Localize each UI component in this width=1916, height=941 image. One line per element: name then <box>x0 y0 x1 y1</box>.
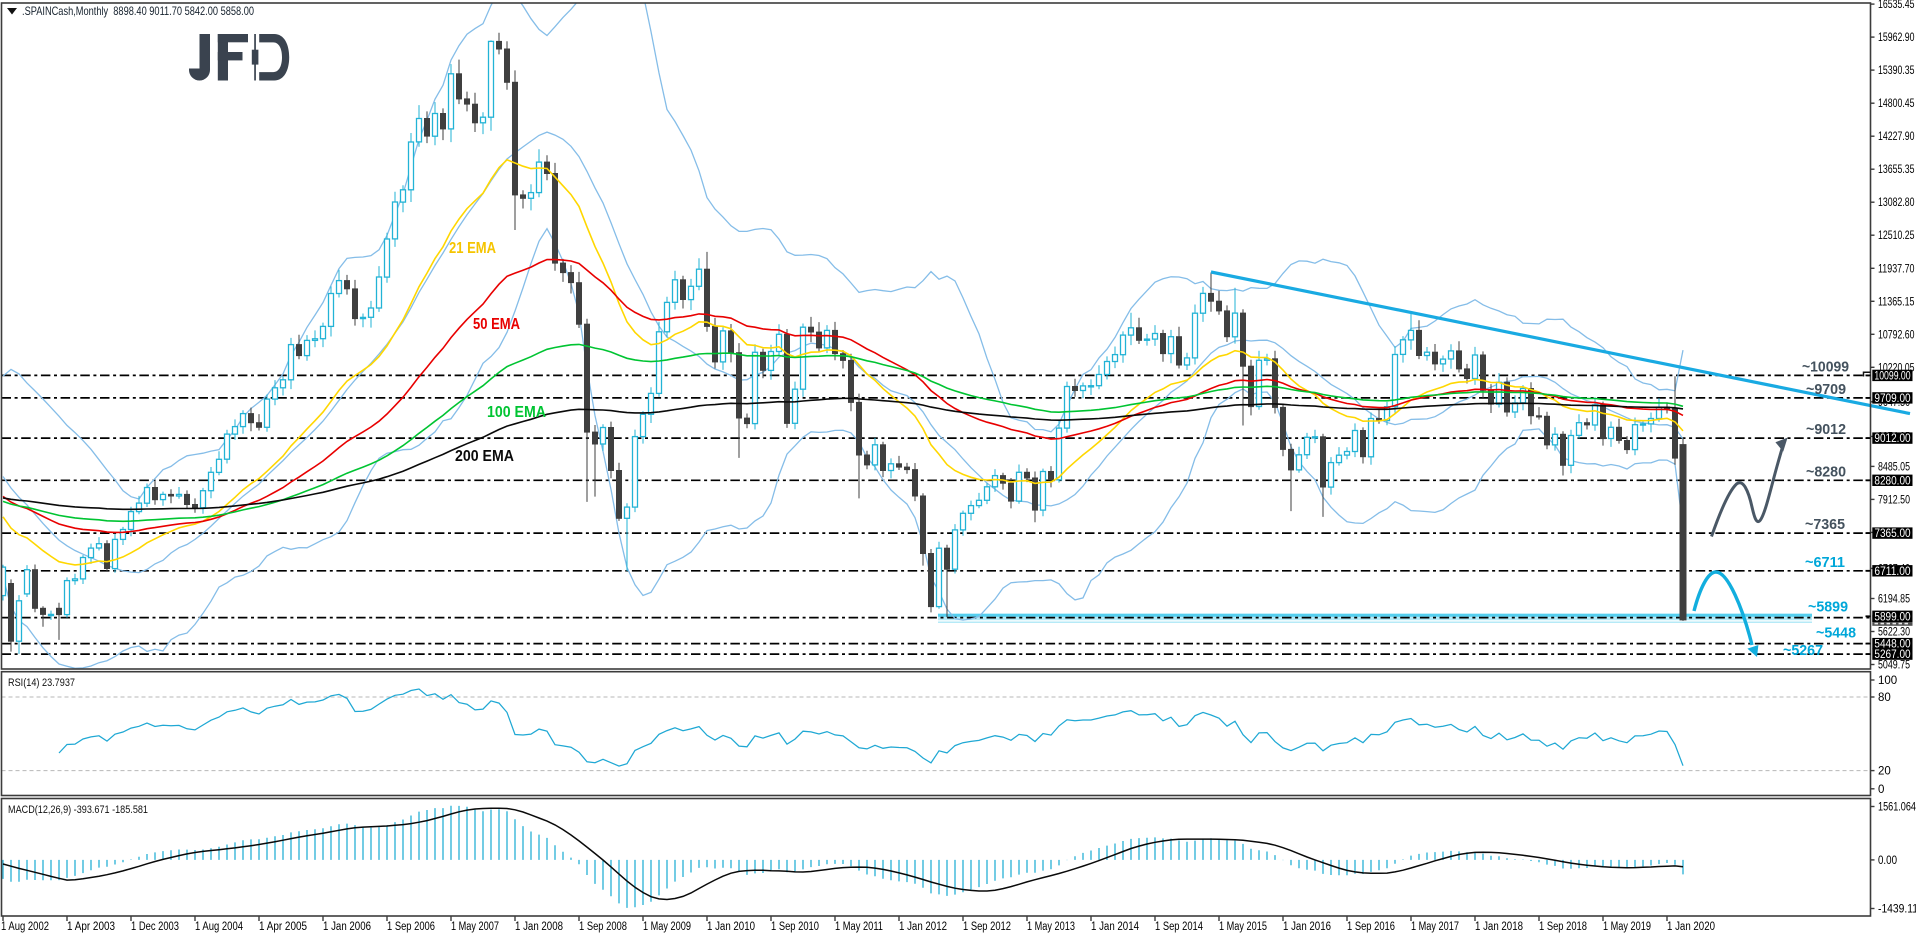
svg-text:1 Jan 2018: 1 Jan 2018 <box>1475 921 1523 933</box>
svg-text:~8280: ~8280 <box>1806 463 1846 480</box>
svg-text:12510.25: 12510.25 <box>1878 230 1915 242</box>
svg-text:-1439.11: -1439.11 <box>1878 904 1916 916</box>
svg-text:~9709: ~9709 <box>1806 381 1846 398</box>
svg-text:5448.00: 5448.00 <box>1874 639 1910 651</box>
svg-text:1 Aug 2004: 1 Aug 2004 <box>195 921 243 933</box>
svg-text:1 May 2007: 1 May 2007 <box>451 921 499 933</box>
svg-text:14227.90: 14227.90 <box>1878 131 1915 143</box>
svg-text:MACD(12,26,9) -393.671 -185.58: MACD(12,26,9) -393.671 -185.581 <box>8 804 148 816</box>
svg-text:7365.00: 7365.00 <box>1874 528 1910 540</box>
svg-text:9709.00: 9709.00 <box>1874 393 1910 405</box>
svg-text:1 Aug 2002: 1 Aug 2002 <box>1 921 49 933</box>
svg-text:1 Sep 2012: 1 Sep 2012 <box>963 921 1011 933</box>
svg-text:10099.00: 10099.00 <box>1874 370 1910 382</box>
svg-text:1 Apr 2003: 1 Apr 2003 <box>67 921 115 933</box>
svg-text:1 May 2015: 1 May 2015 <box>1219 921 1267 933</box>
svg-text:7912.50: 7912.50 <box>1878 494 1910 506</box>
svg-text:50 EMA: 50 EMA <box>473 316 520 333</box>
svg-text:1561.064: 1561.064 <box>1878 802 1916 814</box>
svg-text:1 May 2013: 1 May 2013 <box>1027 921 1075 933</box>
svg-text:100 EMA: 100 EMA <box>487 404 546 421</box>
svg-text:~5899: ~5899 <box>1808 599 1848 616</box>
svg-text:~5267: ~5267 <box>1783 642 1823 659</box>
svg-text:6711.00: 6711.00 <box>1874 566 1910 578</box>
svg-text:13082.80: 13082.80 <box>1878 197 1915 209</box>
svg-text:1 Jan 2010: 1 Jan 2010 <box>707 921 755 933</box>
svg-text:11365.15: 11365.15 <box>1878 296 1915 308</box>
svg-text:~6711: ~6711 <box>1805 554 1845 571</box>
svg-text:1 May 2011: 1 May 2011 <box>835 921 883 933</box>
svg-text:1 Jan 2016: 1 Jan 2016 <box>1283 921 1331 933</box>
svg-text:20: 20 <box>1878 766 1891 778</box>
svg-text:1 Dec 2003: 1 Dec 2003 <box>131 921 179 933</box>
svg-text:1 Sep 2014: 1 Sep 2014 <box>1155 921 1203 933</box>
svg-text:16535.45: 16535.45 <box>1878 0 1915 11</box>
svg-text:13655.35: 13655.35 <box>1878 164 1915 176</box>
svg-text:1 May 2009: 1 May 2009 <box>643 921 691 933</box>
svg-text:~10099: ~10099 <box>1802 358 1849 375</box>
svg-text:10792.60: 10792.60 <box>1878 329 1915 341</box>
svg-text:1 Jan 2014: 1 Jan 2014 <box>1091 921 1139 933</box>
svg-text:1 Sep 2008: 1 Sep 2008 <box>579 921 627 933</box>
svg-text:6194.85: 6194.85 <box>1878 594 1910 606</box>
svg-text:~5448: ~5448 <box>1816 625 1856 642</box>
svg-text:9012.00: 9012.00 <box>1874 433 1910 445</box>
svg-text:5049.75: 5049.75 <box>1878 660 1910 672</box>
svg-text:RSI(14) 23.7937: RSI(14) 23.7937 <box>8 677 75 689</box>
svg-text:1 Sep 2018: 1 Sep 2018 <box>1539 921 1587 933</box>
svg-text:1 Jan 2008: 1 Jan 2008 <box>515 921 563 933</box>
svg-text:5899.00: 5899.00 <box>1874 611 1910 623</box>
svg-text:5267.00: 5267.00 <box>1874 649 1910 661</box>
svg-text:1 Sep 2010: 1 Sep 2010 <box>771 921 819 933</box>
svg-text:14800.45: 14800.45 <box>1878 98 1915 110</box>
svg-text:1 Jan 2020: 1 Jan 2020 <box>1667 921 1715 933</box>
svg-text:15390.35: 15390.35 <box>1878 65 1915 77</box>
svg-text:.SPAINCash,Monthly 8898.40 90: .SPAINCash,Monthly 8898.40 9011.70 5842.… <box>22 4 254 18</box>
svg-text:8280.00: 8280.00 <box>1874 475 1910 487</box>
svg-text:~9012: ~9012 <box>1806 421 1846 438</box>
svg-text:100: 100 <box>1878 675 1897 687</box>
svg-text:21 EMA: 21 EMA <box>449 240 496 257</box>
svg-text:1 Sep 2016: 1 Sep 2016 <box>1347 921 1395 933</box>
svg-text:5622.30: 5622.30 <box>1878 627 1910 639</box>
svg-text:1 May 2017: 1 May 2017 <box>1411 921 1459 933</box>
svg-text:0.00: 0.00 <box>1878 855 1897 867</box>
svg-text:1 Sep 2006: 1 Sep 2006 <box>387 921 435 933</box>
svg-text:200 EMA: 200 EMA <box>455 448 514 465</box>
svg-text:15962.90: 15962.90 <box>1878 32 1915 44</box>
svg-text:1 Jan 2006: 1 Jan 2006 <box>323 921 371 933</box>
svg-text:0: 0 <box>1878 784 1884 796</box>
svg-text:1 May 2019: 1 May 2019 <box>1603 921 1651 933</box>
svg-text:80: 80 <box>1878 692 1891 704</box>
svg-text:1 Apr 2005: 1 Apr 2005 <box>259 921 307 933</box>
svg-text:11937.70: 11937.70 <box>1878 263 1915 275</box>
svg-text:8485.05: 8485.05 <box>1878 461 1910 473</box>
svg-text:~7365: ~7365 <box>1805 516 1845 533</box>
svg-text:1 Jan 2012: 1 Jan 2012 <box>899 921 947 933</box>
